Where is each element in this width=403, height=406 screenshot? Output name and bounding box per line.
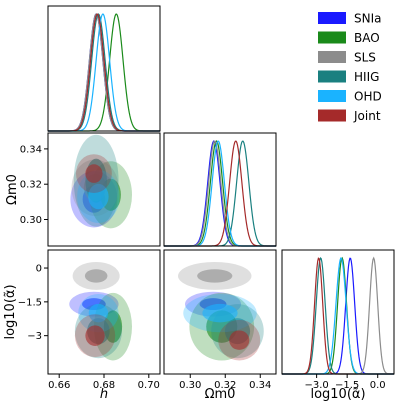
panel-frame [47,132,161,247]
contour-inner-joint [229,330,250,350]
x-tick-label: 0.30 [179,380,201,391]
contour-panel-om_la [178,261,264,361]
y-axis-label-om: Ωm0 [5,174,20,205]
panel-frame [163,132,277,247]
y-tick-label: 0 [36,264,42,275]
x-axis-label-la: log10(α̃) [310,387,365,402]
y-tick-label: 0.34 [20,144,42,155]
contour-inner-ohd [88,183,109,210]
legend-label-sls: SLS [354,51,376,65]
legend-swatch-snia [318,12,346,24]
y-tick-label: −1.5 [18,297,42,308]
y-tick-label: 0.32 [20,180,42,191]
contour-inner-ohd [202,303,238,323]
contour-panel-h_om [70,134,132,229]
legend-swatch-joint [318,109,346,122]
y-tick-label: 0.30 [20,215,42,226]
marginal-la-ohd [282,257,394,375]
legend-swatch-sls [318,51,346,63]
legend-label-joint: Joint [353,109,381,123]
x-tick-label: 0.68 [93,380,115,391]
contour-inner-joint [85,164,103,183]
legend-swatch-ohd [318,90,346,102]
contour-panel-h_la [69,261,132,361]
marginal-panel-om [164,140,276,247]
x-tick-label: 0.0 [370,380,386,391]
x-tick-label: −1.5 [335,380,359,391]
x-tick-label: 0.66 [48,380,70,391]
x-tick-label: −3.0 [304,380,328,391]
marginal-om-bao [164,140,276,247]
legend-label-hiig: HIIG [354,70,379,84]
marginal-panel-h [48,13,160,132]
marginal-h-sls [48,13,160,132]
x-tick-label: 0.34 [249,380,271,391]
y-axis-label-la: log10(α̃) [3,284,18,339]
legend-swatch-bao [318,31,346,44]
legend-label-snia: SNIa [354,12,382,26]
marginal-panel-la [282,256,394,375]
x-axis-label-h: h [100,387,108,402]
panel-frame [281,249,395,375]
x-tick-label: 0.70 [138,380,160,391]
contour-inner-joint [85,325,105,346]
panel-frame [163,249,277,375]
x-axis-label-om: Ωm0 [205,387,236,402]
y-tick-label: −3 [27,331,42,342]
contour-inner-sls [84,269,108,283]
x-tick-label: 0.32 [214,380,236,391]
legend-label-bao: BAO [354,31,380,45]
panel-frame [47,5,161,132]
contour-inner-sls [197,269,233,283]
legend-swatch-hiig [318,70,346,83]
contour-inner-ohd [88,303,109,323]
legend-label-ohd: OHD [354,90,382,104]
